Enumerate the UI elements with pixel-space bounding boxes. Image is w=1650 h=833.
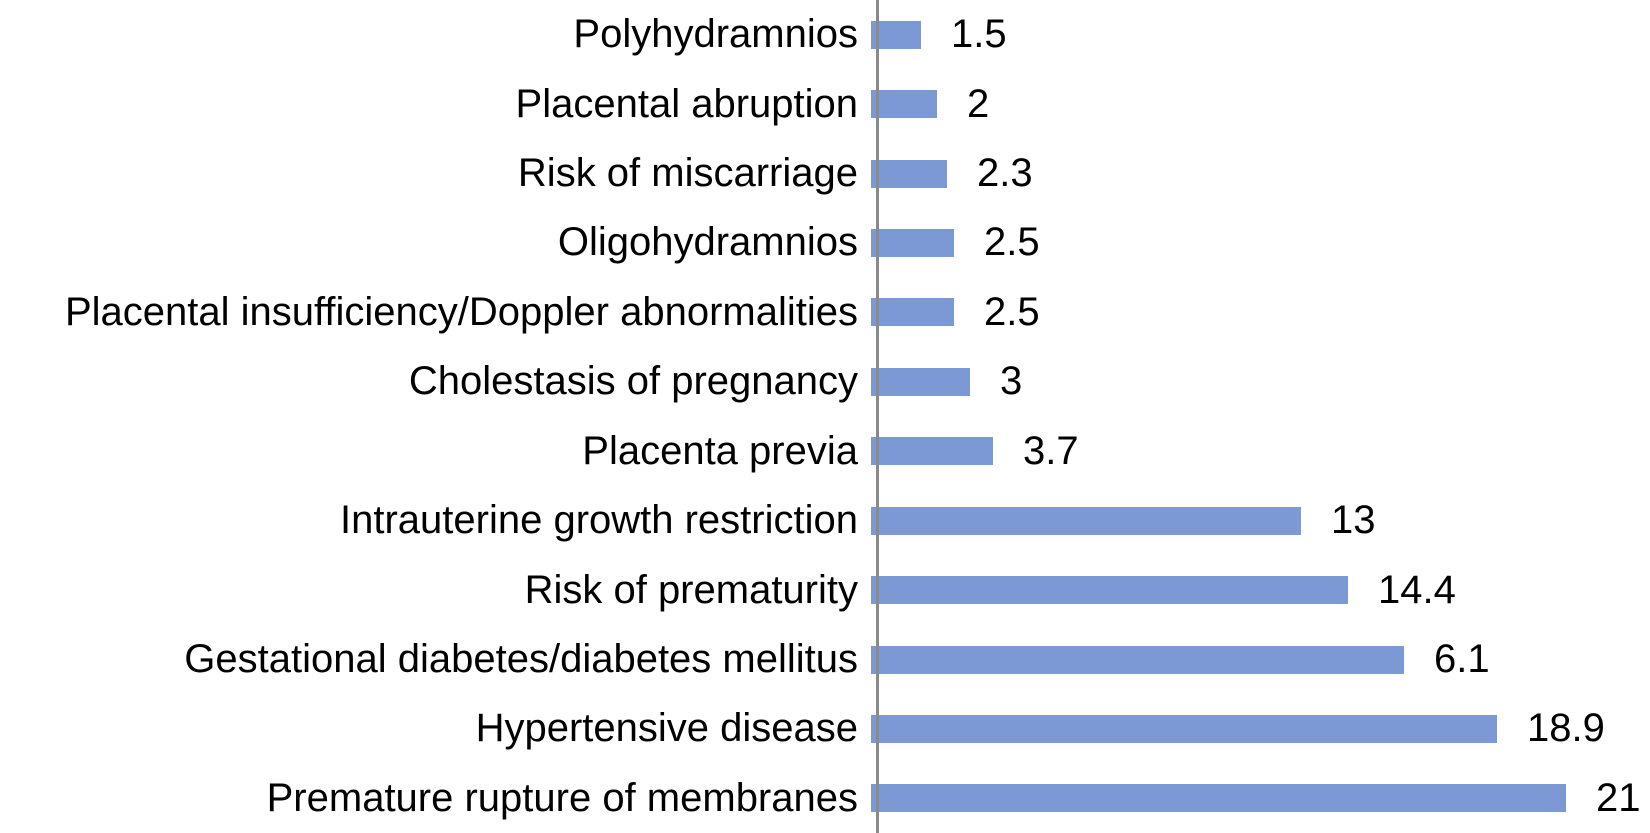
value-label: 2.5 [984,220,1040,265]
category-label: Premature rupture of membranes [266,775,858,820]
bar [871,714,1497,743]
bar [871,367,970,396]
chart-row: Placental abruption 2 [0,69,1650,138]
value-label: 2 [967,81,990,126]
value-label: 1.5 [951,12,1007,57]
bar-zone: 2.5 [871,208,1650,277]
chart-row: Polyhydramnios 1.5 [0,0,1650,69]
category-label: Hypertensive disease [475,706,858,751]
category-label: Placental insufficiency/Doppler abnormal… [64,289,858,334]
category-label: Risk of prematurity [524,567,858,612]
category-label: Placental abruption [515,81,858,126]
bar [871,228,954,257]
chart-row: Premature rupture of membranes 21 [0,764,1650,833]
bar [871,506,1301,535]
bar-zone: 6.1 [871,625,1650,694]
bar [871,576,1348,605]
value-label: 6.1 [1434,637,1490,681]
category-label: Oligohydramnios [557,220,858,265]
chart-row: Hypertensive disease 18.9 [0,694,1650,763]
bar-zone: 2 [871,69,1650,138]
bar-zone: 13 [871,486,1650,555]
chart-row: Risk of prematurity 14.4 [0,555,1650,624]
value-label: 13 [1331,498,1376,543]
category-label: Risk of miscarriage [517,151,858,196]
chart-row: Oligohydramnios 2.5 [0,208,1650,277]
bar-zone: 2.5 [871,278,1650,347]
chart-row: Placenta previa 3.7 [0,417,1650,486]
bar [871,645,1404,674]
category-label: Placenta previa [582,428,858,473]
category-label: Polyhydramnios [573,12,858,57]
value-label: 3 [1000,359,1023,404]
category-label: Gestational diabetes/diabetes mellitus [184,637,858,681]
bar [871,20,921,49]
chart-row: Cholestasis of pregnancy 3 [0,347,1650,416]
bar-zone: 2.3 [871,139,1650,208]
category-label: Cholestasis of pregnancy [408,359,858,404]
bar-zone: 3.7 [871,417,1650,486]
value-label: 21 [1596,775,1641,820]
bar-zone: 21 [871,764,1650,833]
bar [871,90,937,119]
bar-zone: 3 [871,347,1650,416]
bar [871,437,993,466]
value-label: 18.9 [1527,706,1605,751]
chart-row: Intrauterine growth restriction 13 [0,486,1650,555]
bar [871,784,1566,813]
value-label: 2.3 [977,151,1033,196]
chart-row: Risk of miscarriage 2.3 [0,139,1650,208]
bar [871,298,954,327]
value-label: 14.4 [1378,567,1456,612]
bar-zone: 18.9 [871,694,1650,763]
bar [871,159,947,188]
category-label: Intrauterine growth restriction [339,498,858,543]
bar-zone: 14.4 [871,555,1650,624]
value-label: 3.7 [1023,428,1079,473]
y-axis-line [876,0,879,833]
bar-zone: 1.5 [871,0,1650,69]
chart-row: Placental insufficiency/Doppler abnormal… [0,278,1650,347]
chart-row: Gestational diabetes/diabetes mellitus 6… [0,625,1650,694]
value-label: 2.5 [984,289,1040,334]
